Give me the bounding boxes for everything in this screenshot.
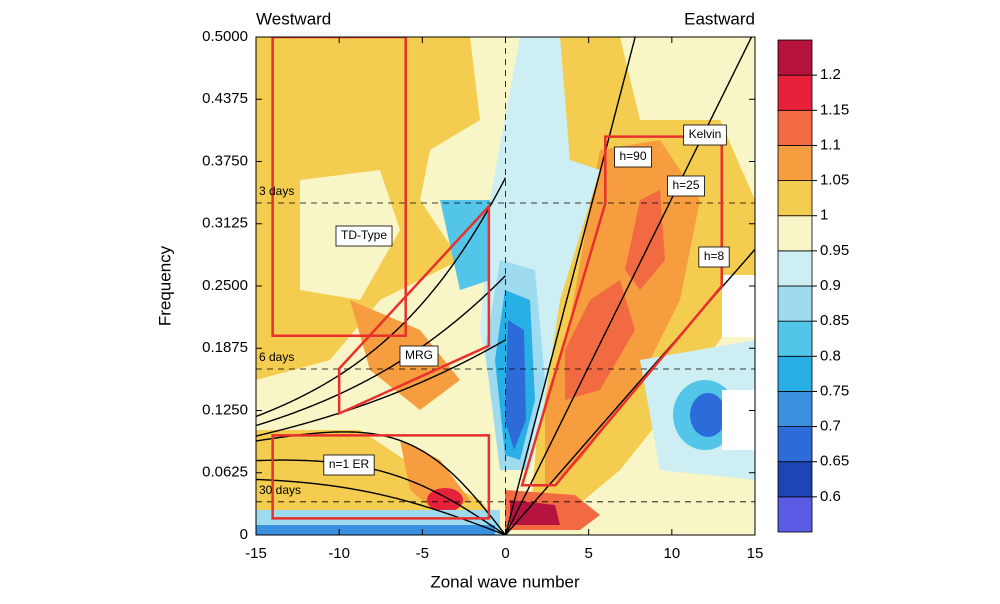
colorbar-swatch [777,426,813,463]
colorbar-swatch [777,145,813,181]
mrg-curve [256,275,507,427]
colorbar-label: 1.05 [820,172,849,189]
colorbar-swatch [777,215,813,252]
period-label: 3 days [259,184,294,198]
y-tick-label: 0.3750 [202,152,248,169]
colorbar-swatch [777,109,813,146]
y-tick-label: 0.1875 [202,339,248,356]
annotation-label: MRG [405,348,433,362]
x-tick-label: 5 [584,545,592,562]
annotation-label: h=90 [619,149,646,163]
contour-fill [256,525,495,535]
x-tick-label: -5 [416,545,429,562]
colorbar-label: 1.2 [820,66,841,83]
annotation-box [683,124,727,146]
colorbar-swatch [777,74,813,111]
contour-fill [440,200,490,290]
contour-fill [427,488,463,512]
colorbar-label: 0.7 [820,418,841,435]
annotation-label: n=1 ER [329,457,370,471]
period-label: 6 days [259,350,294,364]
er-curve [256,459,506,535]
missing-area [722,390,755,450]
top-right-label: Eastward [684,9,755,28]
colorbar-swatch [777,320,813,357]
overlay [256,37,755,535]
annotation-box [399,345,439,367]
region-outline [271,434,491,520]
period-label: 30 days [259,483,301,497]
colorbar-label: 1.15 [820,101,849,118]
colorbar-label: 0.85 [820,312,849,329]
contour-fill [565,280,635,400]
x-tick-label: -15 [245,545,267,562]
x-tick-label: -10 [328,545,350,562]
y-tick-label: 0.0625 [202,464,248,481]
x-tick-label: 10 [663,545,680,562]
y-tick-label: 0 [240,526,248,543]
y-tick-label: 0.5000 [202,28,248,45]
mrg-curve [256,177,507,418]
region-outline [271,37,407,338]
y-tick-label: 0.3125 [202,215,248,232]
colorbar-swatch [777,496,813,533]
annotation-box [335,225,393,247]
colorbar-swatch [777,250,813,287]
top-left-label: Westward [256,9,331,28]
annotation-label: h=8 [704,249,725,263]
colorbar-swatch [777,355,813,392]
contour-fill [625,190,665,290]
y-tick-label: 0.1250 [202,401,248,418]
colorbar-label: 0.6 [820,488,841,505]
x-tick-label: 15 [747,545,764,562]
contour-fill [690,393,726,437]
kelvin-curve [504,37,753,535]
colorbar-label: 0.95 [820,242,849,259]
y-tick-label: 0.2500 [202,277,248,294]
colorbar-label: 1.1 [820,136,841,153]
contour-field [256,37,755,535]
colorbar-swatch [777,391,813,427]
annotation-box [698,246,730,268]
mrg-curve [256,339,506,437]
colorbar-label: 1 [820,207,828,224]
missing-area [722,275,755,337]
colorbar-swatch [777,285,813,322]
annotation-box [323,454,375,476]
colorbar-label: 0.75 [820,382,849,399]
colorbar-swatch [777,461,813,498]
kelvin-curve [504,37,636,535]
annotation-label: h=25 [672,178,699,192]
x-tick-label: 0 [501,545,509,562]
y-axis-label: Frequency [155,245,174,326]
y-tick-label: 0.4375 [202,90,248,107]
contour-fill [510,500,560,525]
colorbar-label: 0.9 [820,277,841,294]
colorbar-swatch [777,39,813,76]
annotation-box [614,146,652,168]
colorbar-label: 0.65 [820,453,849,470]
colorbar-swatch [777,180,813,217]
annotation-label: Kelvin [689,127,722,141]
region-outline [337,203,491,416]
annotation-box [667,175,705,197]
contour-fill [505,320,526,450]
colorbar-label: 0.8 [820,347,841,364]
annotation-label: TD-Type [341,228,387,242]
x-axis-label: Zonal wave number [430,572,580,591]
